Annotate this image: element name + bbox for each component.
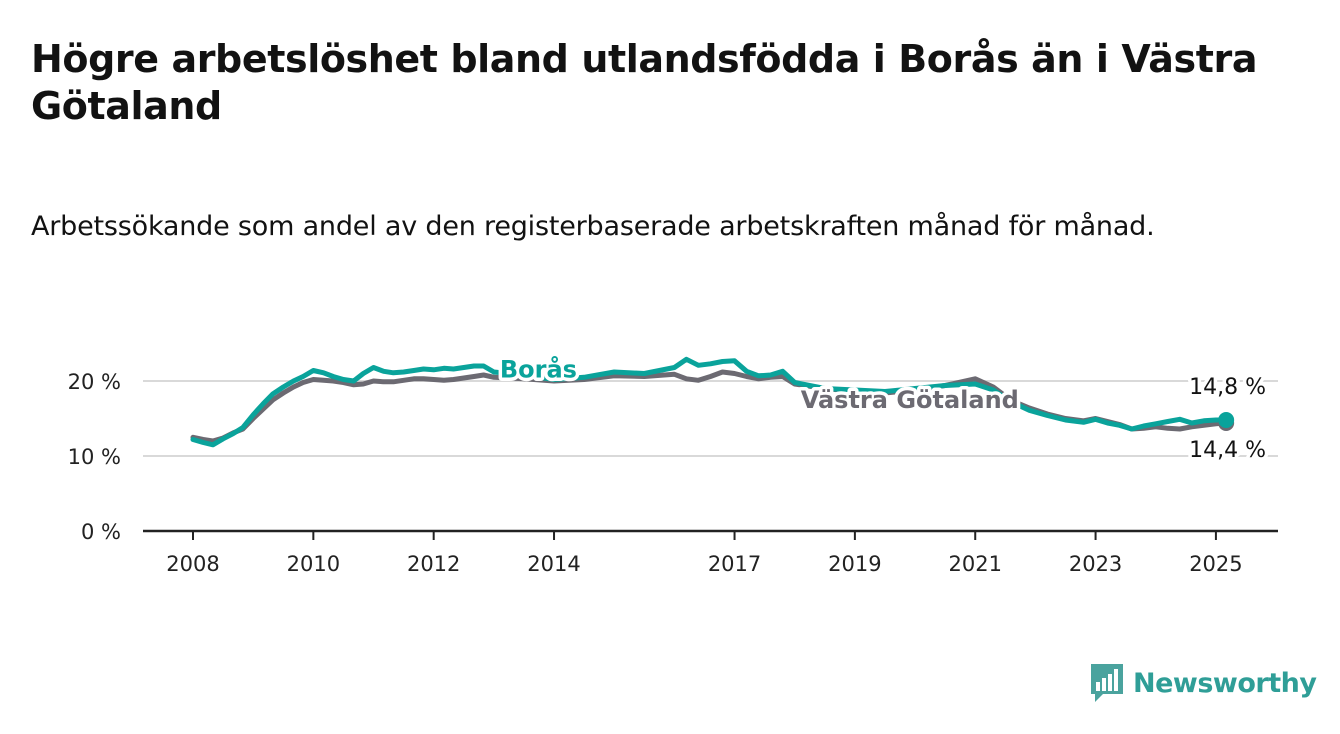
x-tick-label: 2025: [1189, 552, 1242, 576]
x-tick-label: 2017: [708, 552, 761, 576]
end-label-boras: 14,8 %: [1189, 375, 1266, 400]
grid-lines: [143, 380, 1278, 457]
x-tick-label: 2010: [287, 552, 340, 576]
end-label-vastra-gotaland-halo: 14,4 %: [1189, 438, 1266, 463]
line-chart: 0 % 10 % 20 % 2008 2010 2012 2014 2017 2019 2021…: [68, 351, 1278, 576]
newsworthy-logo: Newsworthy: [1089, 662, 1317, 704]
series-label-vastra-gotaland: Västra Götaland: [801, 386, 1019, 414]
series-label-vastra-gotaland-halo: Västra Götaland: [801, 386, 1019, 414]
chart-title: Högre arbetslöshet bland utlandsfödda i …: [31, 37, 1258, 128]
end-label-vastra-gotaland: 14,4 %: [1189, 438, 1266, 463]
chart-subtitle: Arbetssökande som andel av den registerb…: [31, 211, 1155, 242]
x-tick-label: 2008: [166, 552, 219, 576]
x-tick-label: 2021: [949, 552, 1002, 576]
y-axis-tick-labels: 0 % 10 % 20 %: [68, 370, 121, 544]
logo-text: Newsworthy: [1133, 667, 1317, 699]
series-label-boras-halo: Borås: [500, 355, 577, 384]
y-tick-label: 20 %: [68, 370, 121, 394]
x-tick-label: 2012: [407, 552, 460, 576]
series-label-boras: Borås: [500, 355, 577, 384]
x-tick-label: 2023: [1069, 552, 1122, 576]
y-tick-label: 10 %: [68, 445, 121, 469]
end-label-boras-halo: 14,8 %: [1189, 375, 1266, 400]
end-point-boras: [1218, 412, 1235, 428]
series-line-boras: [190, 356, 1229, 448]
series-lines: [190, 356, 1235, 448]
x-tick-label: 2019: [828, 552, 881, 576]
bar-chart-bubble-icon: [1091, 664, 1123, 702]
x-axis: 2008 2010 2012 2014 2017 2019 2021 2023 2025: [143, 529, 1278, 576]
y-tick-label: 0 %: [81, 520, 121, 544]
x-tick-label: 2014: [527, 552, 580, 576]
